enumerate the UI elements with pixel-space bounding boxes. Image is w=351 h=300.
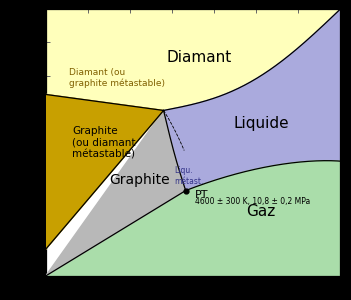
Polygon shape — [164, 9, 340, 190]
Text: Graphite: Graphite — [110, 173, 170, 187]
Text: Diamant: Diamant — [166, 50, 232, 64]
Text: Graphite
(ou diamant
métastable): Graphite (ou diamant métastable) — [72, 126, 136, 159]
Text: Liquide: Liquide — [233, 116, 289, 131]
Text: Gaz: Gaz — [246, 204, 276, 219]
Polygon shape — [46, 161, 340, 276]
Polygon shape — [46, 94, 164, 249]
Text: Liqu.
métast.: Liqu. métast. — [174, 166, 203, 186]
Polygon shape — [46, 94, 186, 276]
Text: Diamant (ou
graphite métastable): Diamant (ou graphite métastable) — [69, 68, 165, 88]
Text: PT: PT — [194, 190, 208, 200]
Polygon shape — [46, 9, 340, 110]
Text: 4600 ± 300 K, 10,8 ± 0,2 MPa: 4600 ± 300 K, 10,8 ± 0,2 MPa — [194, 197, 310, 206]
